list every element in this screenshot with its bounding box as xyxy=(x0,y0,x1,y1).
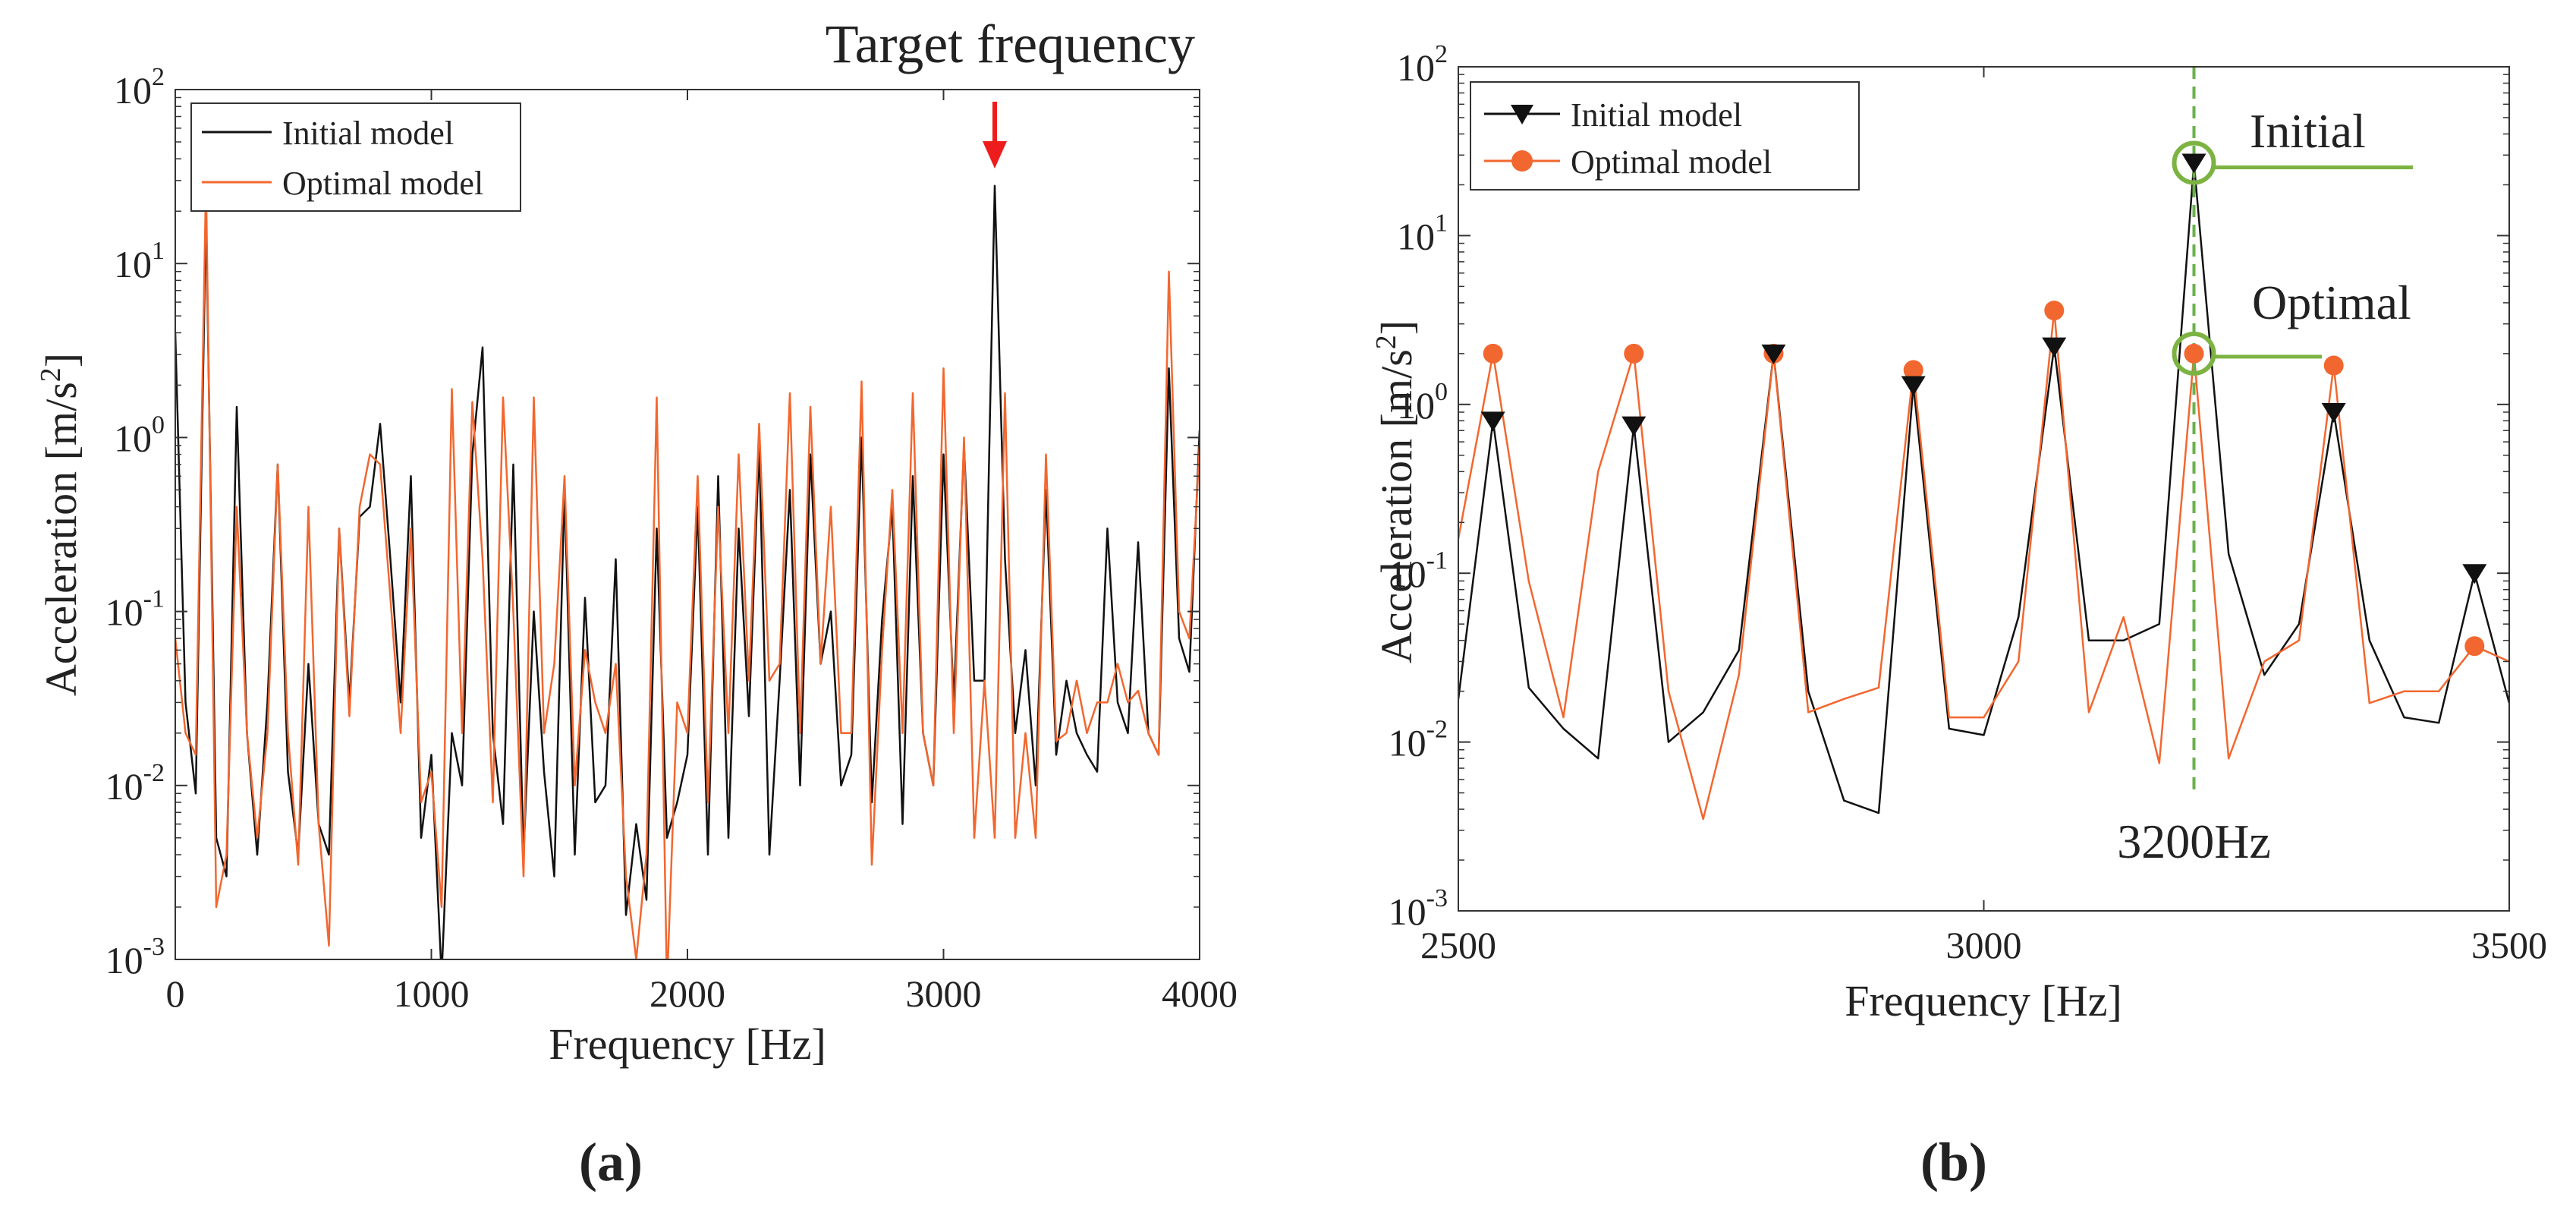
chart-b-legend-box xyxy=(1470,81,1860,191)
target-arrow-head xyxy=(983,141,1007,169)
chart-b-frame xyxy=(1458,66,2510,912)
chart-b-ylabel: Acceleration [m/s2] xyxy=(1370,320,1421,663)
chart-b-line-optimal xyxy=(1458,309,2509,821)
chart-b-vline-label: 3200Hz xyxy=(2117,814,2271,868)
chart-b-panel-label: (b) xyxy=(1920,1132,1987,1192)
callout-initial-circle xyxy=(2172,140,2216,185)
chart-b-ytick-label: 100 xyxy=(1397,378,1448,427)
chart-b-point-optimal xyxy=(1903,360,1923,380)
chart-a-xtick-label: 4000 xyxy=(1162,972,1238,1015)
legend-b-marker-optimal xyxy=(1511,150,1533,172)
chart-a-legend-box xyxy=(190,102,521,212)
chart-a-title: Target frequency xyxy=(826,14,1195,74)
chart-a-line-initial xyxy=(175,184,1200,959)
chart-b-point-optimal xyxy=(2323,355,2344,376)
chart-a-ytick-label: 10-2 xyxy=(105,759,165,808)
chart-b-point-initial xyxy=(2042,337,2067,358)
chart-b-point-optimal xyxy=(1483,343,1503,364)
callout-optimal-circle xyxy=(2172,331,2216,376)
chart-b-point-initial xyxy=(1761,344,1786,364)
chart-b-line-initial xyxy=(1458,162,2509,814)
chart-a-ytick-label: 100 xyxy=(114,411,165,459)
chart-a-xtick-label: 1000 xyxy=(394,972,470,1015)
chart-b-ytick-label: 101 xyxy=(1397,209,1448,257)
chart-b-point-initial xyxy=(2321,402,2346,423)
chart-a-xtick-label: 3000 xyxy=(906,972,982,1015)
chart-b-point-optimal xyxy=(1624,343,1644,364)
chart-b-xtick-label: 3500 xyxy=(2471,924,2547,966)
chart-b-point-initial xyxy=(1901,376,1926,396)
chart-a-legend: Initial model Optimal model xyxy=(190,102,521,212)
chart-b-point-initial xyxy=(2181,153,2206,174)
chart-b-point-initial xyxy=(1480,411,1505,432)
chart-b-ytick-label: 10-2 xyxy=(1389,716,1448,764)
chart-b-point-optimal xyxy=(2044,301,2065,321)
chart-b: 3200Hz 2500 3000 3500 10-3 10-2 10-1 100 101 102… xyxy=(1370,40,2547,1192)
chart-a-ytick-label: 102 xyxy=(114,63,165,112)
chart-a-ytick-label: 101 xyxy=(114,237,165,285)
chart-b-xtick-label: 3000 xyxy=(1946,924,2022,966)
chart-a-xtick-label: 0 xyxy=(166,972,185,1015)
chart-b-point-optimal xyxy=(2464,636,2485,657)
chart-b-point-optimal xyxy=(2184,343,2204,364)
legend-b-label-initial: Initial model xyxy=(1571,96,1742,134)
chart-a-xtick-label: 2000 xyxy=(650,972,725,1015)
chart-b-xtick-label: 2500 xyxy=(1420,924,1496,966)
legend-a-label-optimal: Optimal model xyxy=(282,165,483,202)
chart-a-line-optimal xyxy=(175,179,1200,959)
legend-b-label-optimal: Optimal model xyxy=(1571,143,1772,181)
chart-b-point-initial xyxy=(2462,564,2487,584)
legend-a-label-initial: Initial model xyxy=(282,115,454,152)
chart-b-ytick-label: 102 xyxy=(1397,40,1448,89)
chart-b-xlabel: Frequency [Hz] xyxy=(1845,976,2122,1025)
chart-a-xlabel: Frequency [Hz] xyxy=(549,1019,826,1069)
callout-optimal-label: Optimal xyxy=(2252,276,2411,329)
chart-a-ytick-label: 10-1 xyxy=(105,585,165,634)
callout-initial-label: Initial xyxy=(2250,104,2366,158)
chart-a: Target frequency 0 1000 2000 3000 4000 10-3 10… xyxy=(35,14,1238,1192)
chart-a-ylabel: Acceleration [m/s2] xyxy=(35,353,86,696)
chart-b-point-initial xyxy=(1621,416,1647,436)
chart-a-ytick-label: 10-3 xyxy=(105,933,165,981)
chart-b-legend: Initial model Optimal model xyxy=(1470,81,1860,191)
chart-a-panel-label: (a) xyxy=(579,1132,643,1192)
chart-b-ytick-label: 10-3 xyxy=(1389,884,1448,933)
legend-b-marker-initial xyxy=(1511,105,1533,124)
chart-b-ytick-label: 10-1 xyxy=(1389,547,1448,595)
